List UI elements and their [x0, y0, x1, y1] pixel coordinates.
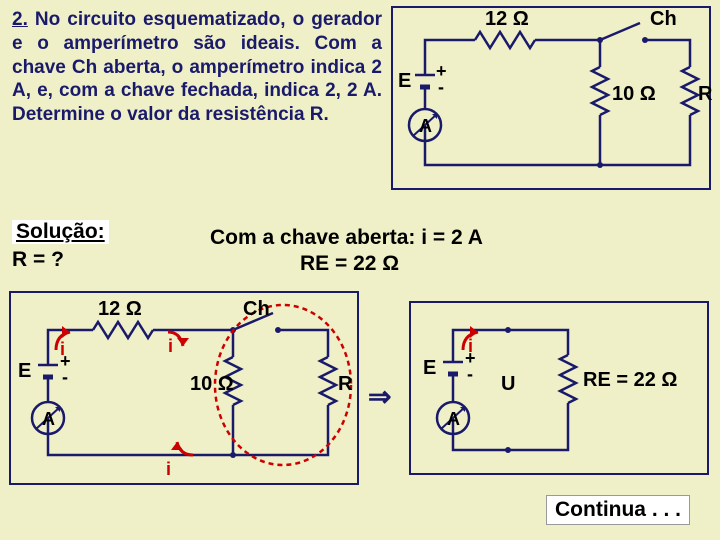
left-i3: i — [166, 459, 171, 479]
left-R-label: R — [338, 373, 353, 395]
right-circuit: E A + - i U RE = 22 Ω — [408, 300, 713, 480]
right-RE-label: RE = 22 Ω — [583, 369, 677, 391]
r-question: R = ? — [12, 248, 64, 272]
right-A-label: A — [447, 409, 460, 429]
right-i: i — [468, 336, 473, 356]
left-minus: - — [62, 367, 68, 387]
main-E-label: E — [398, 70, 411, 92]
problem-body: No circuito esquematizado, o gerador e o… — [12, 9, 382, 125]
solution-line2: RE = 22 Ω — [300, 252, 399, 276]
main-A-label: A — [419, 116, 432, 136]
right-E-label: E — [423, 357, 436, 379]
right-U-label: U — [501, 373, 515, 395]
main-r2-label: 10 Ω — [612, 83, 656, 105]
main-R-label: R — [698, 83, 713, 105]
implies-arrow: ⇒ — [368, 380, 391, 413]
main-ch-label: Ch — [650, 8, 677, 30]
problem-number: 2. — [12, 9, 28, 30]
left-circuit: 12 Ω Ch 10 Ω R E A + - i i i — [8, 290, 363, 490]
right-minus: - — [467, 364, 473, 384]
left-A-label: A — [42, 409, 55, 429]
left-r2-label: 10 Ω — [190, 373, 234, 395]
solution-label: Solução: — [12, 220, 109, 244]
main-r1-label: 12 Ω — [485, 8, 529, 30]
left-i1: i — [60, 339, 65, 359]
continua-label: Continua . . . — [546, 495, 690, 525]
left-ch-label: Ch — [243, 298, 270, 320]
left-r1-label: 12 Ω — [98, 298, 142, 320]
problem-text: 2. No circuito esquematizado, o gerador … — [12, 8, 382, 127]
solution-line1: Com a chave aberta: i = 2 A — [210, 226, 483, 250]
main-circuit: 12 Ω Ch 10 Ω R E A + - — [390, 5, 715, 195]
left-i2: i — [168, 336, 173, 356]
main-minus: - — [438, 77, 444, 97]
left-E-label: E — [18, 360, 31, 382]
